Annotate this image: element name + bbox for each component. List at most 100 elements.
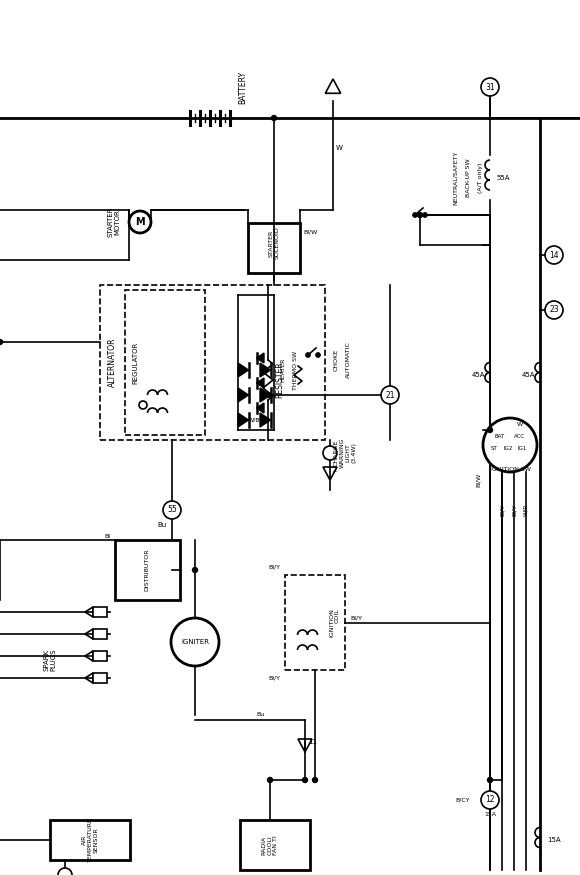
Text: ST: ST [491, 445, 498, 451]
Text: Bl/Y: Bl/Y [350, 615, 362, 620]
Text: Bl/W: Bl/W [476, 473, 480, 487]
Bar [115, 540, 180, 600]
Text: Bl: Bl [104, 534, 110, 538]
Polygon shape [256, 378, 264, 388]
Text: BATTERY: BATTERY [238, 71, 247, 104]
Text: DISTRIBUTOR: DISTRIBUTOR [144, 549, 150, 592]
Polygon shape [260, 388, 270, 402]
Circle shape [488, 428, 492, 432]
Polygon shape [256, 353, 264, 363]
Text: IGNITION SW: IGNITION SW [490, 467, 531, 472]
Text: ACC: ACC [514, 433, 525, 438]
Circle shape [422, 213, 427, 218]
Text: 12: 12 [485, 795, 495, 804]
Text: RADIA
COOLI
FAN TI: RADIA COOLI FAN TI [262, 835, 278, 855]
Text: IG1: IG1 [517, 445, 527, 451]
Bar [100, 285, 325, 440]
Bar [187, 638, 203, 650]
Polygon shape [260, 363, 270, 377]
Bar [93, 629, 107, 639]
Text: 15A: 15A [484, 813, 496, 817]
Text: (A/T only): (A/T only) [477, 163, 483, 193]
Text: W/R: W/R [524, 504, 528, 516]
Text: IGNITION
COIL: IGNITION COIL [329, 608, 340, 637]
Bar [240, 820, 310, 870]
Text: 45A: 45A [472, 372, 485, 378]
Text: AUTOMATIC: AUTOMATIC [346, 341, 350, 378]
Text: 11: 11 [308, 739, 317, 745]
Text: Bl/Y: Bl/Y [499, 504, 505, 516]
Text: M: M [135, 217, 145, 227]
Circle shape [163, 501, 181, 519]
Text: 2: 2 [333, 467, 338, 473]
Polygon shape [260, 413, 270, 427]
Circle shape [266, 393, 270, 397]
Circle shape [0, 340, 2, 345]
Bar [248, 223, 300, 273]
Text: 14: 14 [549, 250, 559, 260]
Text: Bu: Bu [157, 522, 166, 528]
Text: CHARGE
WARNING
LIGHT
(3.4W): CHARGE WARNING LIGHT (3.4W) [334, 438, 356, 468]
Text: B/CY: B/CY [455, 797, 470, 802]
Circle shape [483, 418, 537, 472]
Text: Bu: Bu [256, 712, 264, 718]
Text: HEATER: HEATER [281, 358, 285, 382]
Bar [93, 651, 107, 661]
Text: STARTER
SOLENOID: STARTER SOLENOID [269, 227, 280, 259]
Circle shape [129, 211, 151, 233]
Circle shape [418, 213, 422, 218]
Text: NEUTRAL/SAFETY: NEUTRAL/SAFETY [452, 150, 458, 205]
Text: STARTER
MOTOR: STARTER MOTOR [107, 206, 121, 237]
Circle shape [316, 353, 321, 358]
Polygon shape [238, 388, 248, 402]
Polygon shape [256, 403, 264, 413]
Circle shape [488, 778, 492, 782]
Text: SPARK
PLUGS: SPARK PLUGS [44, 648, 56, 671]
Text: Bl/Y: Bl/Y [268, 676, 280, 681]
Circle shape [481, 791, 499, 809]
Circle shape [412, 213, 418, 218]
Text: 31: 31 [485, 82, 495, 92]
Circle shape [267, 778, 273, 782]
Circle shape [545, 246, 563, 264]
Circle shape [381, 386, 399, 404]
Bar [125, 290, 205, 435]
Text: Bl/W: Bl/W [303, 229, 317, 234]
Text: W: W [336, 145, 343, 151]
Text: THERMO SW: THERMO SW [292, 350, 298, 389]
Text: 45A: 45A [521, 372, 535, 378]
Circle shape [306, 353, 310, 358]
Circle shape [313, 778, 317, 782]
Circle shape [545, 301, 563, 319]
Circle shape [323, 446, 337, 460]
Circle shape [481, 78, 499, 96]
Text: BACK-UP SW: BACK-UP SW [466, 158, 470, 197]
Text: Bl/Y: Bl/Y [268, 564, 280, 570]
Text: AIR
TEMPERATURE
SENSOR: AIR TEMPERATURE SENSOR [82, 817, 98, 863]
Text: IGNITER: IGNITER [181, 639, 209, 645]
Text: BAT: BAT [495, 433, 505, 438]
Text: 15A: 15A [547, 837, 561, 843]
Bar [93, 673, 107, 683]
Text: CHOKE: CHOKE [334, 349, 339, 371]
Text: 21: 21 [385, 390, 395, 400]
Circle shape [193, 568, 198, 572]
Bar [285, 575, 345, 670]
Circle shape [171, 618, 219, 666]
Polygon shape [238, 363, 248, 377]
Text: 55: 55 [167, 506, 177, 514]
Bar [93, 607, 107, 617]
Text: RESISTER: RESISTER [276, 361, 285, 398]
Text: Bl/Y: Bl/Y [512, 504, 517, 516]
Circle shape [303, 778, 307, 782]
Circle shape [271, 116, 277, 121]
Text: W: W [517, 423, 523, 428]
Polygon shape [238, 413, 248, 427]
Text: 23: 23 [549, 305, 559, 314]
Circle shape [139, 401, 147, 409]
Text: IG2: IG2 [503, 445, 513, 451]
Text: REGULATOR: REGULATOR [132, 341, 138, 383]
Text: ALTERNATOR: ALTERNATOR [107, 338, 117, 388]
Bar [50, 820, 130, 860]
Text: W/Bu: W/Bu [248, 417, 264, 423]
